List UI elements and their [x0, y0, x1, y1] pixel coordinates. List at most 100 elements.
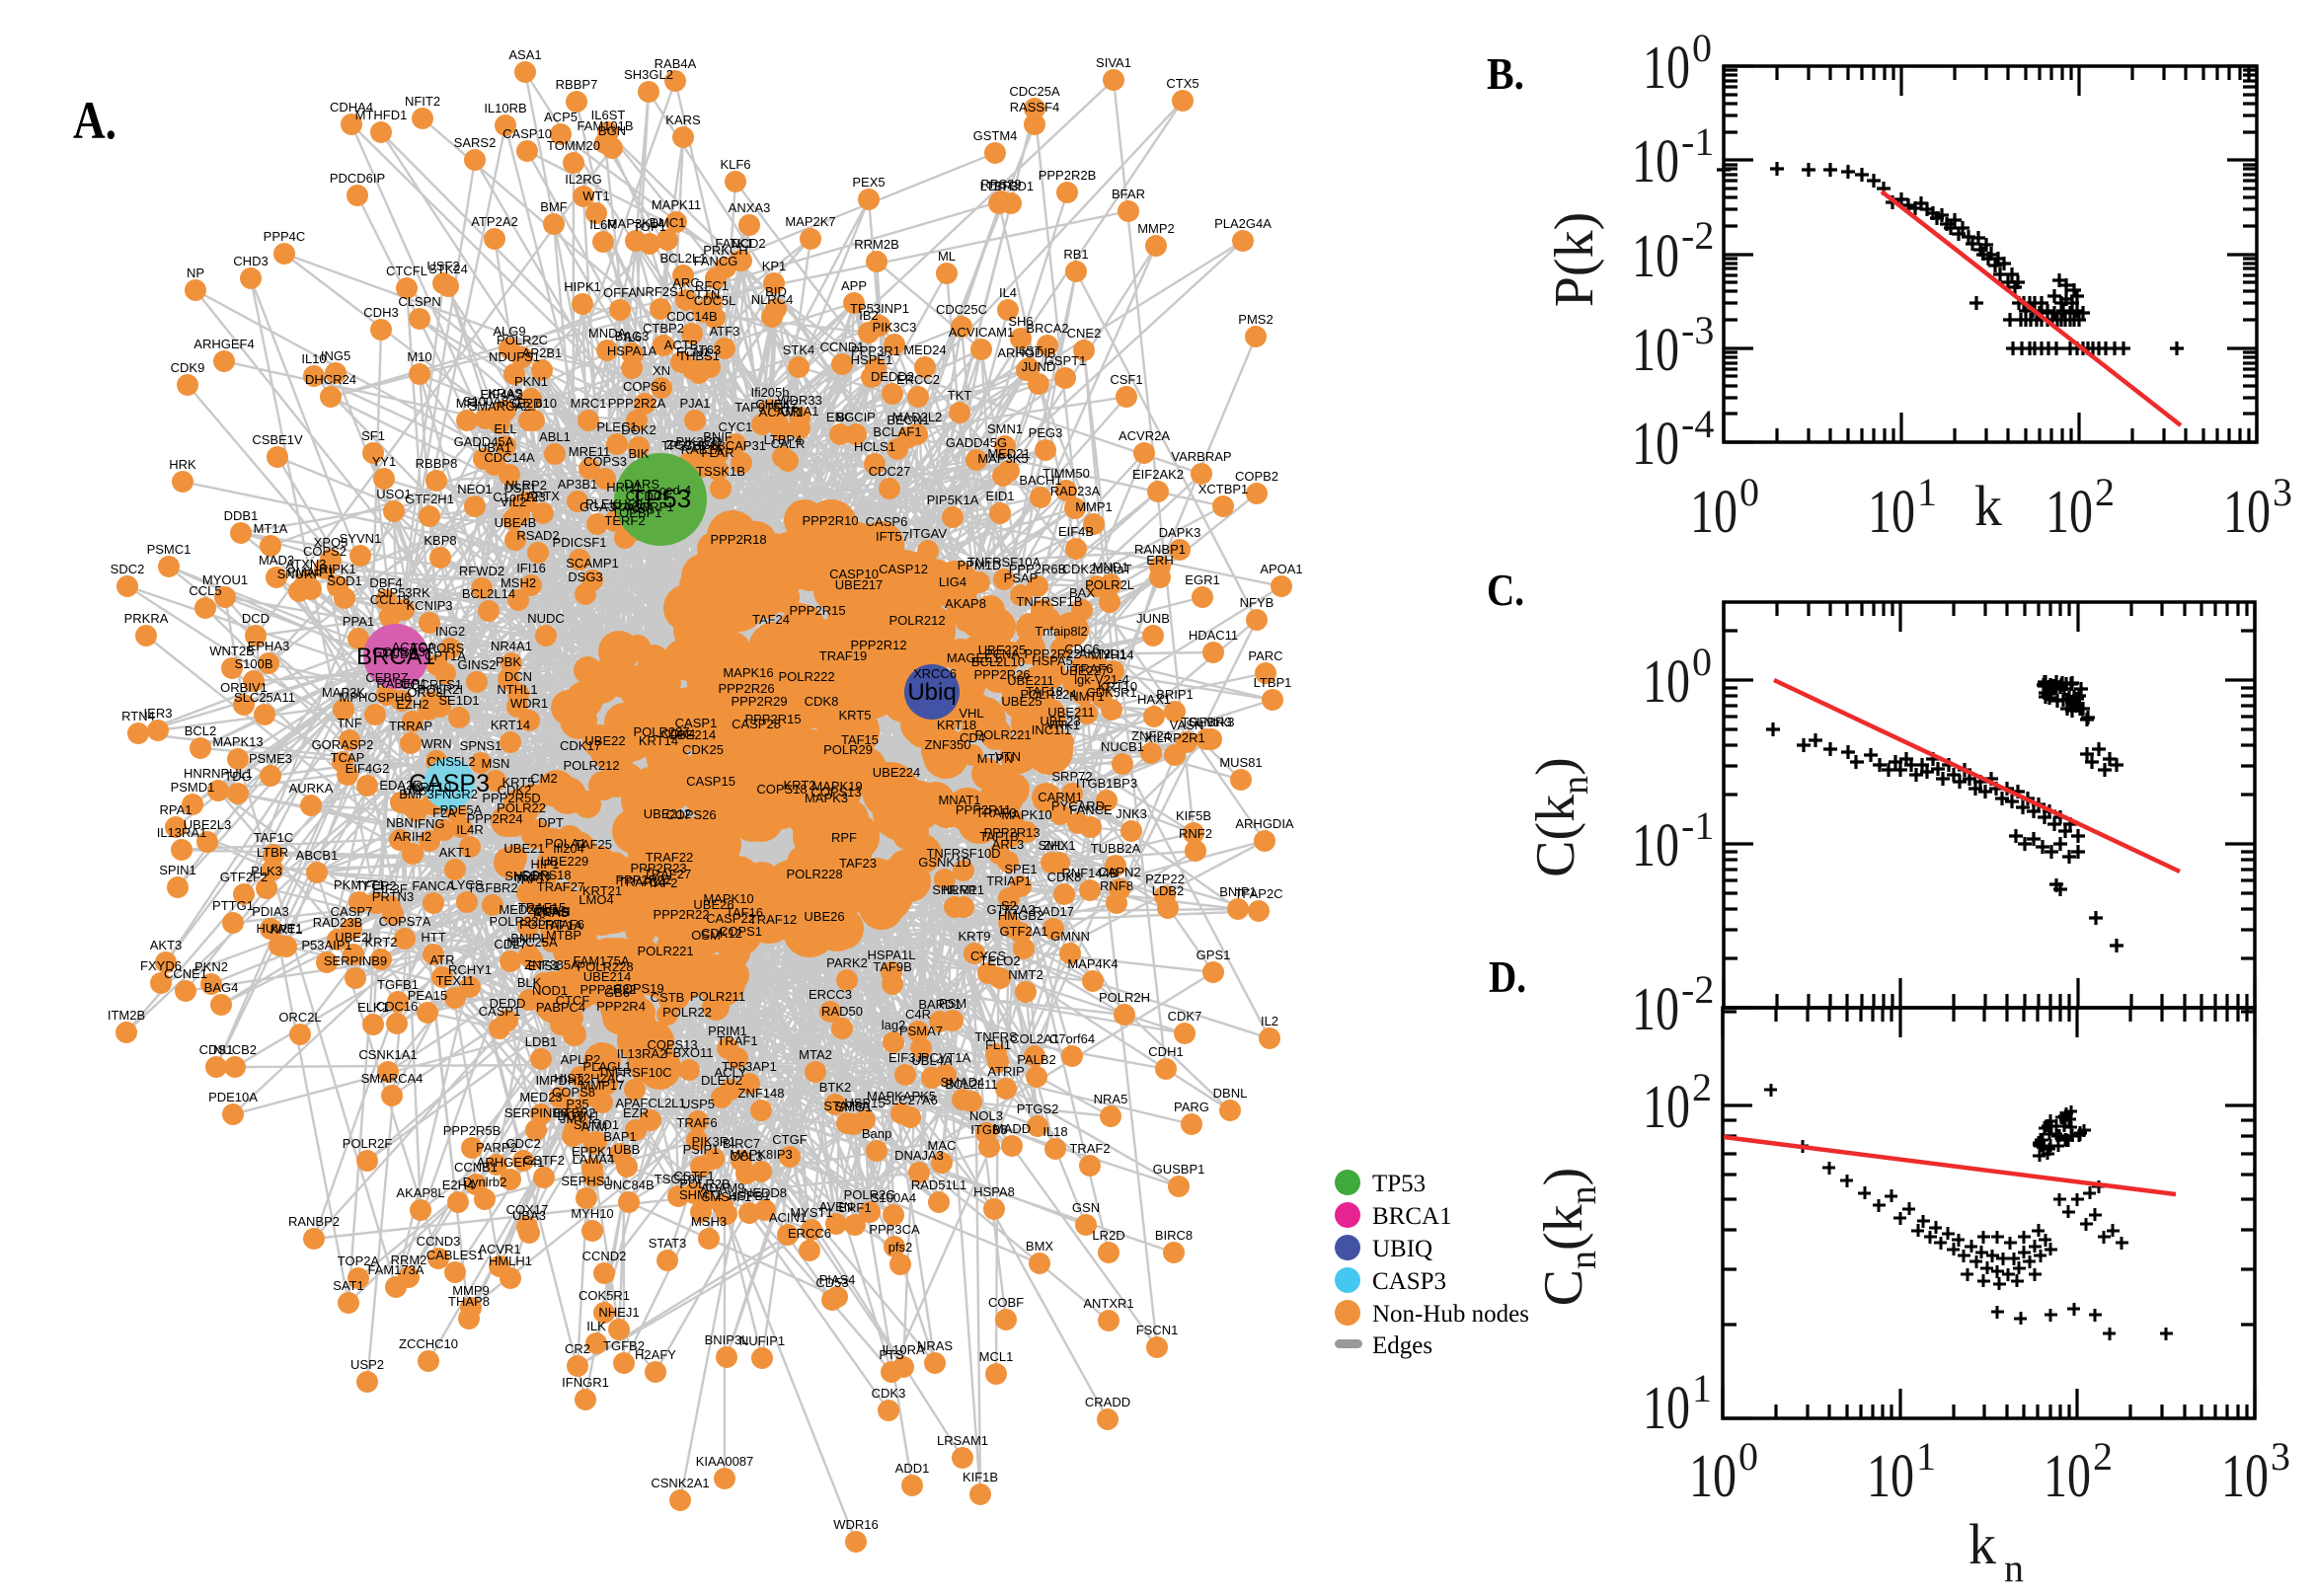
svg-text:UBE214: UBE214	[583, 969, 631, 984]
svg-text:RASSF4: RASSF4	[1010, 100, 1060, 114]
svg-text:GADD45A: GADD45A	[454, 434, 514, 449]
svg-text:SARS2: SARS2	[454, 135, 497, 150]
svg-text:VRK1: VRK1	[1046, 718, 1080, 732]
svg-text:POLR228: POLR228	[577, 959, 633, 974]
svg-text:SPE1: SPE1	[1004, 862, 1037, 876]
svg-text:HSPB1: HSPB1	[729, 1188, 771, 1203]
svg-text:CDC27: CDC27	[869, 464, 911, 479]
svg-text:EZH2: EZH2	[396, 697, 428, 712]
svg-text:1: 1	[1917, 470, 1937, 514]
svg-text:GB6: GB6	[604, 985, 630, 1000]
svg-text:PIK3CD: PIK3CD	[676, 434, 723, 449]
svg-text:PPP3CA: PPP3CA	[869, 1222, 920, 1237]
svg-text:UBE214: UBE214	[668, 727, 716, 742]
svg-text:MAD2L2: MAD2L2	[892, 410, 943, 424]
svg-text:RBBP7: RBBP7	[556, 77, 598, 92]
svg-text:XILRP2R1: XILRP2R1	[1144, 730, 1204, 745]
svg-text:PRKCH: PRKCH	[703, 243, 748, 258]
svg-text:ETS1: ETS1	[528, 958, 561, 973]
svg-text:GSPT1: GSPT1	[1044, 353, 1087, 368]
svg-text:PPP4C: PPP4C	[264, 229, 306, 244]
svg-text:ACAM1: ACAM1	[759, 405, 804, 419]
svg-text:NUCB1: NUCB1	[1101, 739, 1144, 754]
svg-text:MND1: MND1	[1093, 560, 1129, 574]
svg-text:IFNGR1: IFNGR1	[562, 1375, 609, 1390]
svg-text:BRCA1: BRCA1	[1372, 1203, 1452, 1230]
svg-text:COX17: COX17	[506, 1202, 549, 1217]
svg-text:CYCS: CYCS	[970, 949, 1006, 963]
svg-text:PPP2R22: PPP2R22	[1024, 646, 1080, 661]
svg-text:DBNL: DBNL	[1213, 1086, 1248, 1101]
svg-text:ING5: ING5	[321, 348, 350, 363]
svg-text:ZNF148: ZNF148	[738, 1086, 785, 1101]
svg-text:ORC2L: ORC2L	[278, 1010, 321, 1025]
svg-text:CDH1: CDH1	[1148, 1044, 1183, 1059]
svg-text:A2M: A2M	[627, 500, 654, 515]
svg-text:NFIT2: NFIT2	[405, 94, 440, 109]
svg-text:CASP3: CASP3	[409, 770, 490, 798]
svg-text:GTF2H1: GTF2H1	[405, 492, 454, 506]
svg-text:TRAF19: TRAF19	[819, 648, 867, 663]
svg-text:CDHA4: CDHA4	[330, 100, 373, 114]
svg-text:ERCC3: ERCC3	[809, 987, 852, 1002]
svg-text:UBE22: UBE22	[584, 733, 625, 748]
svg-text:CDK3: CDK3	[872, 1386, 906, 1401]
svg-text:10: 10	[1632, 317, 1679, 384]
svg-text:POLR221: POLR221	[974, 727, 1031, 742]
svg-text:CSTF1: CSTF1	[673, 1169, 714, 1183]
svg-text:TGFB1: TGFB1	[377, 977, 419, 992]
svg-text:SRP72: SRP72	[1051, 769, 1092, 784]
svg-text:10: 10	[1643, 35, 1690, 102]
svg-text:PSAP: PSAP	[1004, 570, 1039, 585]
svg-text:TP53BP1: TP53BP1	[661, 438, 717, 453]
svg-text:PLEC1: PLEC1	[596, 419, 637, 434]
svg-text:BACH1: BACH1	[1019, 473, 1061, 488]
svg-text:CDC14B: CDC14B	[666, 309, 717, 324]
svg-text:POLR2C: POLR2C	[497, 333, 548, 347]
svg-text:DBF4: DBF4	[369, 575, 402, 590]
svg-text:KRT18: KRT18	[937, 718, 976, 732]
svg-text:BIK: BIK	[629, 446, 650, 461]
svg-text:BCL2L1: BCL2L1	[660, 251, 707, 266]
svg-text:10: 10	[1868, 479, 1915, 546]
svg-text:CSNK2A1: CSNK2A1	[651, 1476, 709, 1490]
svg-text:PCNA: PCNA	[984, 646, 1020, 661]
svg-text:NLRP1: NLRP1	[943, 882, 984, 897]
svg-text:NRA5: NRA5	[1094, 1092, 1128, 1106]
svg-text:MAP2K7: MAP2K7	[785, 214, 835, 229]
svg-text:POLR22: POLR22	[497, 800, 546, 815]
svg-text:KCNIP3: KCNIP3	[407, 598, 453, 613]
svg-text:SMARCA4: SMARCA4	[361, 1071, 424, 1086]
svg-text:SERPINB8: SERPINB8	[504, 1105, 568, 1120]
svg-text:TOMM20: TOMM20	[547, 138, 600, 153]
svg-text:WNT2B: WNT2B	[209, 644, 255, 658]
svg-text:SYVN1: SYVN1	[340, 531, 382, 546]
svg-text:PKN1: PKN1	[514, 374, 548, 389]
svg-text:XCTBP1: XCTBP1	[1198, 482, 1249, 496]
svg-text:P35: P35	[566, 1097, 588, 1111]
svg-text:ATM: ATM	[581, 1119, 607, 1134]
svg-text:KP1: KP1	[762, 259, 787, 273]
svg-text:FNGR2: FNGR2	[434, 787, 478, 801]
svg-text:TAF24: TAF24	[752, 612, 790, 627]
svg-text:POLA1: POLA1	[545, 836, 586, 851]
svg-text:IL2: IL2	[1261, 1014, 1278, 1028]
svg-text:1: 1	[1916, 1434, 1936, 1479]
svg-text:USP5: USP5	[681, 1097, 715, 1111]
svg-text:CEBPZ: CEBPZ	[365, 670, 408, 685]
svg-text:PPP2R23: PPP2R23	[630, 861, 686, 875]
svg-text:CDK5R1: CDK5R1	[1086, 685, 1136, 700]
svg-text:HSPA8: HSPA8	[973, 1184, 1015, 1199]
svg-text:DOK2: DOK2	[621, 422, 656, 437]
svg-text:CTX5: CTX5	[1166, 76, 1198, 91]
svg-text:AKAP8L: AKAP8L	[396, 1185, 444, 1200]
svg-text:PPP2R24: PPP2R24	[466, 811, 522, 826]
svg-text:SLNtrk3: SLNtrk3	[1189, 715, 1235, 729]
svg-text:UBIQ: UBIQ	[1372, 1236, 1432, 1262]
svg-text:THBS1: THBS1	[678, 348, 720, 363]
svg-text:IFT57: IFT57	[876, 529, 909, 544]
svg-text:DDB1: DDB1	[224, 508, 259, 523]
svg-text:NHEJ1: NHEJ1	[598, 1305, 639, 1320]
svg-text:PEA15: PEA15	[408, 988, 447, 1003]
svg-text:COPS8: COPS8	[552, 1085, 595, 1100]
